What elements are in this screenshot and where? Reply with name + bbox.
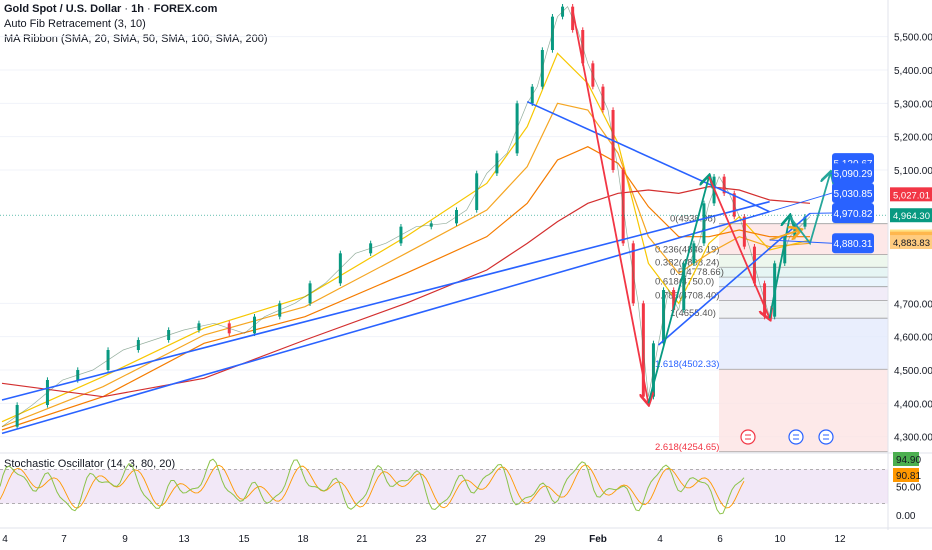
fib-zone bbox=[719, 277, 888, 287]
stoch-tick-label: 0.00 bbox=[896, 511, 916, 522]
fib-zone bbox=[719, 286, 888, 301]
target-box[interactable] bbox=[832, 233, 874, 254]
price-tick-label: 5,200.00 bbox=[894, 133, 932, 144]
time-tick-label: 21 bbox=[356, 534, 368, 545]
projection-arrow[interactable] bbox=[571, 9, 649, 403]
time-tick-label: 15 bbox=[238, 534, 250, 545]
separator: · bbox=[147, 3, 151, 15]
projection-arrow[interactable] bbox=[769, 230, 800, 241]
stoch-d-value: 90.81 bbox=[896, 471, 921, 482]
price-tag-label: 4,883.83 bbox=[893, 238, 930, 249]
fib-zone bbox=[719, 267, 888, 278]
time-tick-label: 27 bbox=[475, 534, 487, 545]
time-tick-label: 7 bbox=[61, 534, 67, 545]
trendline[interactable] bbox=[1, 200, 770, 401]
price-tag-label: 4,964.30 bbox=[893, 211, 930, 222]
price-tag bbox=[890, 208, 932, 223]
price-tag-label: 5,027.01 bbox=[893, 190, 930, 201]
target-box-label: 5,090.29 bbox=[834, 169, 873, 180]
stoch-tick-label: 50.00 bbox=[896, 483, 921, 494]
price-line bbox=[1, 6, 811, 427]
fib-level-label: 0.236(4846.19) bbox=[655, 245, 719, 256]
target-connector bbox=[769, 239, 833, 244]
flag-us-icon[interactable] bbox=[788, 429, 804, 445]
fib-level-label: 0(4938.98) bbox=[670, 214, 716, 225]
time-tick-label: 4 bbox=[2, 534, 8, 545]
stoch-k-tag bbox=[893, 452, 919, 466]
separator: · bbox=[124, 3, 129, 15]
price-tick-label: 5,400.00 bbox=[894, 66, 932, 77]
price-tick-label: 4,600.00 bbox=[894, 333, 932, 344]
price-tick-label: 4,400.00 bbox=[894, 399, 932, 410]
price-tick-label: 4,300.00 bbox=[894, 433, 932, 444]
time-tick-label: Feb bbox=[589, 534, 607, 545]
stoch-d-line bbox=[0, 464, 745, 509]
fib-level-label: 0.5(4778.66) bbox=[670, 267, 724, 278]
price-tick-label: 5,500.00 bbox=[894, 33, 932, 44]
time-tick-label: 12 bbox=[834, 534, 846, 545]
target-box[interactable] bbox=[832, 203, 874, 224]
fib-level-label: 0.382(4808.24) bbox=[655, 257, 719, 268]
time-tick-label: 18 bbox=[297, 534, 309, 545]
price-axis-bg bbox=[888, 0, 932, 550]
time-tick-label: 4 bbox=[657, 534, 663, 545]
price-tick-label: 5,300.00 bbox=[894, 99, 932, 110]
target-box-label: 4,880.31 bbox=[834, 239, 873, 250]
projection-arrow[interactable] bbox=[647, 177, 709, 404]
time-tick-label: 10 bbox=[774, 534, 786, 545]
time-tick-label: 13 bbox=[178, 534, 190, 545]
projection-arrow[interactable] bbox=[708, 176, 770, 319]
time-tick-label: 23 bbox=[415, 534, 427, 545]
stoch-k-value: 94.90 bbox=[896, 455, 921, 466]
time-tick-label: 9 bbox=[122, 534, 128, 545]
symbol-title[interactable]: Gold Spot / U.S. Dollar bbox=[4, 3, 122, 15]
target-box-label: 4,970.82 bbox=[834, 209, 873, 220]
indicator-fib[interactable]: Auto Fib Retracement (3, 10) bbox=[4, 18, 146, 30]
source-label: FOREX.com bbox=[153, 3, 218, 15]
ma-line-sma20 bbox=[1, 52, 811, 423]
stoch-k-line bbox=[0, 458, 745, 515]
interval-label[interactable]: 1h bbox=[131, 3, 144, 15]
fib-level-label: 2.618(4254.65) bbox=[655, 442, 719, 453]
fib-level-label: 1(4655.40) bbox=[670, 308, 716, 319]
price-tick-label: 4,500.00 bbox=[894, 366, 932, 377]
time-tick-label: 29 bbox=[534, 534, 546, 545]
ma-line-sma100 bbox=[1, 145, 810, 431]
chart-legend: Gold Spot / U.S. Dollar · 1h · FOREX.com… bbox=[4, 2, 268, 47]
target-box-label: 5,030.85 bbox=[834, 189, 873, 200]
price-tick-label: 5,100.00 bbox=[894, 166, 932, 177]
time-tick-label: 6 bbox=[717, 534, 723, 545]
price-tag bbox=[890, 235, 932, 250]
stoch-band bbox=[0, 469, 888, 504]
fib-zone bbox=[719, 300, 888, 319]
price-tag bbox=[890, 187, 932, 202]
trendline[interactable] bbox=[1, 210, 770, 435]
target-box[interactable] bbox=[832, 163, 874, 184]
lightning-icon[interactable] bbox=[740, 429, 756, 445]
flag-us-icon[interactable] bbox=[818, 429, 834, 445]
target-box[interactable] bbox=[832, 183, 874, 204]
indicator-ma-ribbon[interactable]: MA Ribbon (SMA, 20, SMA, 50, SMA, 100, S… bbox=[4, 33, 268, 45]
fib-level-label: 0.786(4708.40) bbox=[655, 291, 719, 302]
stoch-d-tag bbox=[893, 468, 919, 482]
target-connector bbox=[769, 192, 833, 213]
trendline[interactable] bbox=[526, 100, 770, 213]
fib-zone bbox=[719, 254, 888, 268]
projection-arrow[interactable] bbox=[789, 173, 830, 246]
fib-level-label: 1.618(4502.33) bbox=[655, 359, 719, 370]
fib-zone bbox=[719, 318, 888, 370]
price-tick-label: 4,700.00 bbox=[894, 299, 932, 310]
